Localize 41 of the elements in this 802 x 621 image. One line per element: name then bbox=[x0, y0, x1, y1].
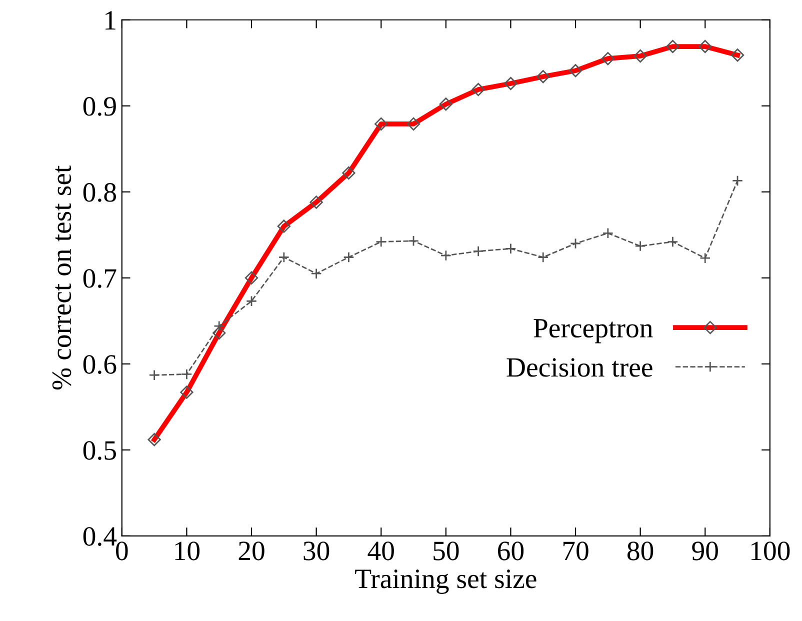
point bbox=[181, 368, 192, 380]
x-tick-label: 70 bbox=[563, 542, 588, 560]
x-tick-label: 10 bbox=[175, 542, 200, 560]
x-tick-label: 20 bbox=[238, 542, 264, 560]
y-tick-label: 1 bbox=[106, 11, 116, 30]
x-tick-label: 90 bbox=[692, 542, 718, 560]
x-tick-label: 100 bbox=[752, 542, 790, 560]
y-tick-label: 0.6 bbox=[83, 355, 116, 374]
point bbox=[310, 268, 322, 280]
y-tick-label: 0.8 bbox=[83, 183, 116, 202]
legend-label: Decision tree bbox=[506, 358, 652, 377]
point bbox=[214, 320, 225, 332]
point bbox=[634, 240, 646, 252]
point bbox=[440, 250, 452, 262]
point bbox=[700, 252, 711, 264]
y-tick-label: 0.5 bbox=[83, 441, 116, 460]
point bbox=[278, 252, 290, 263]
x-tick-label: 80 bbox=[627, 542, 654, 560]
legend-label: Perceptron bbox=[534, 319, 653, 344]
y-axis-title: % correct on test set bbox=[52, 165, 72, 390]
y-tick-label: 0.9 bbox=[83, 97, 116, 116]
point bbox=[602, 228, 614, 239]
x-tick-label: 30 bbox=[304, 542, 330, 560]
point bbox=[538, 252, 549, 263]
point bbox=[343, 252, 354, 263]
point bbox=[376, 236, 387, 248]
point bbox=[246, 296, 258, 307]
x-axis-title: Training set size bbox=[355, 570, 536, 594]
point bbox=[408, 235, 420, 246]
y-tick-label: 0.7 bbox=[83, 269, 116, 288]
point bbox=[472, 246, 484, 257]
point bbox=[667, 236, 678, 248]
y-tick-label: 0.4 bbox=[83, 527, 117, 546]
x-tick-label: 0 bbox=[116, 542, 128, 560]
x-tick-label: 50 bbox=[434, 542, 459, 560]
x-tick-label: 60 bbox=[498, 542, 524, 560]
point bbox=[732, 175, 744, 186]
point bbox=[570, 238, 582, 250]
point bbox=[148, 370, 160, 381]
x-tick-label: 40 bbox=[368, 542, 394, 560]
point bbox=[505, 243, 516, 254]
